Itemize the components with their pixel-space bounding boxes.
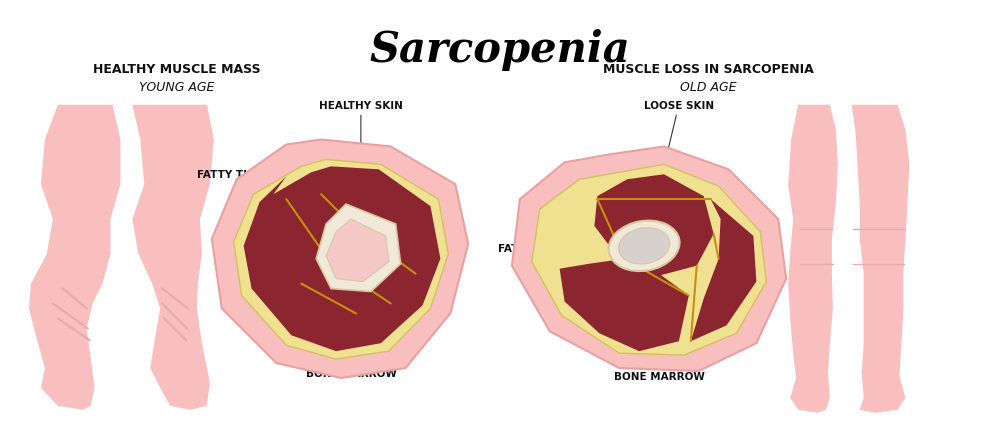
Text: BONE: BONE (520, 247, 605, 267)
Text: OLD AGE: OLD AGE (680, 81, 737, 94)
Polygon shape (326, 219, 389, 282)
Text: MUSCLE LOSS IN SARCOPENIA: MUSCLE LOSS IN SARCOPENIA (603, 63, 814, 76)
Polygon shape (852, 106, 909, 413)
Ellipse shape (609, 221, 680, 272)
Text: FATTY TISSUE: FATTY TISSUE (197, 170, 277, 198)
Text: BONE MARROW: BONE MARROW (614, 287, 704, 381)
Polygon shape (29, 106, 120, 410)
Text: LOOSE SKIN: LOOSE SKIN (644, 100, 714, 152)
Polygon shape (316, 205, 401, 292)
Text: BONE: BONE (232, 255, 324, 299)
Polygon shape (132, 106, 214, 410)
Polygon shape (212, 140, 468, 378)
Polygon shape (234, 160, 448, 359)
Polygon shape (244, 167, 440, 351)
Text: BONE MARROW: BONE MARROW (306, 287, 396, 378)
Text: FATTY TISSUE: FATTY TISSUE (498, 230, 578, 253)
Text: YOUNG AGE: YOUNG AGE (139, 81, 215, 94)
Polygon shape (560, 259, 689, 351)
Polygon shape (691, 200, 756, 342)
Text: HEALTHY MUSCLE MASS: HEALTHY MUSCLE MASS (93, 63, 261, 76)
Text: Sarcopenia: Sarcopenia (370, 29, 630, 71)
Ellipse shape (618, 228, 670, 265)
Polygon shape (512, 147, 786, 371)
Polygon shape (594, 175, 714, 276)
Polygon shape (532, 165, 766, 355)
Text: HEALTHY SKIN: HEALTHY SKIN (319, 100, 403, 145)
Polygon shape (788, 106, 838, 413)
